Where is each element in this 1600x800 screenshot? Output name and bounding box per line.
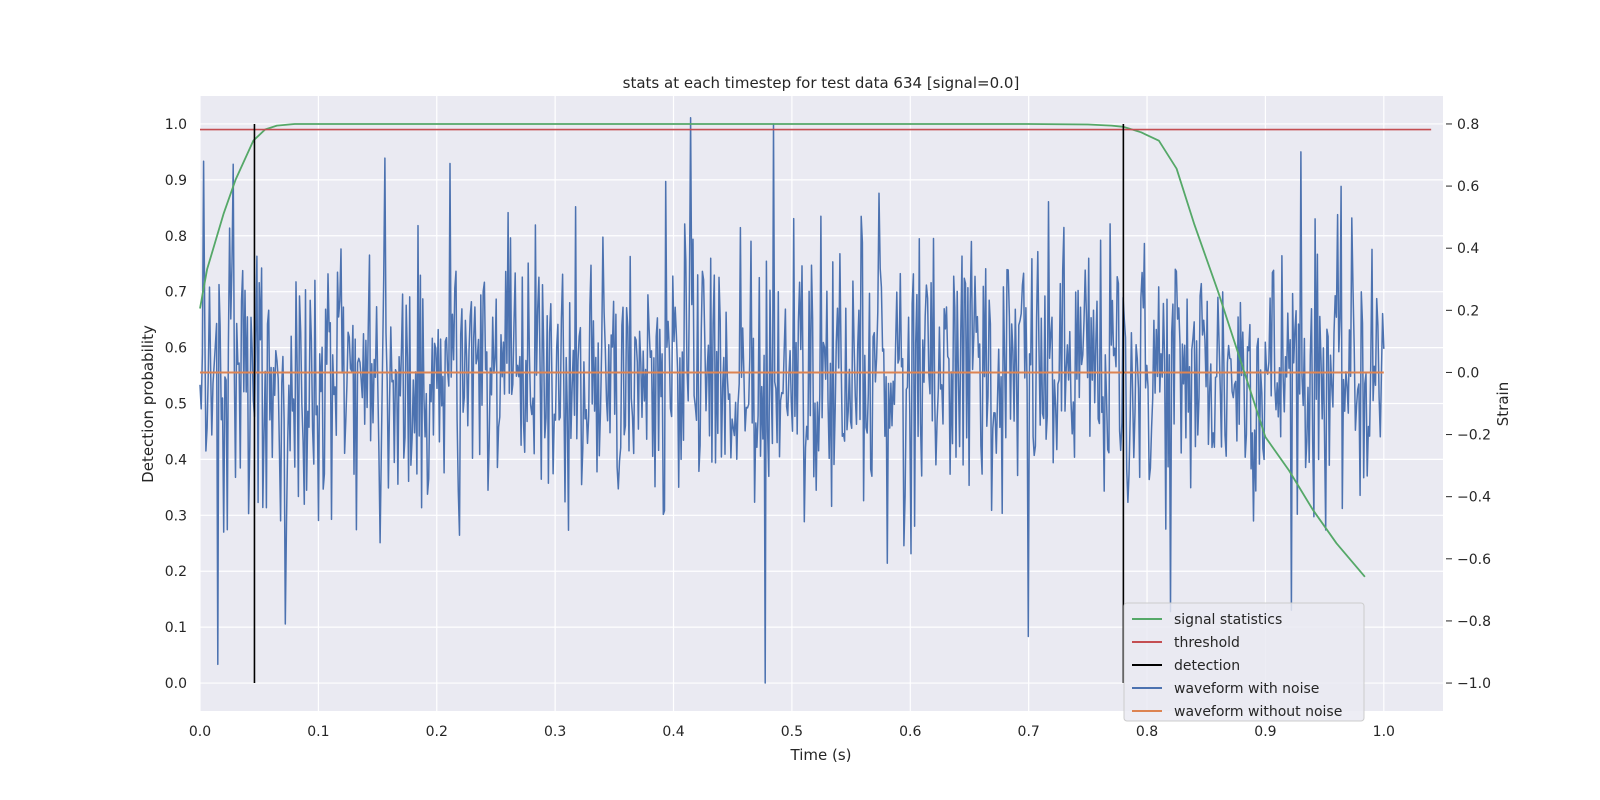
x-tick-label: 0.3: [544, 724, 566, 740]
x-axis-label: Time (s): [790, 746, 852, 764]
y-right-tick-label: 0.6: [1457, 179, 1479, 195]
y-axis-left: 0.0 0.1 0.2 0.3 0.4 0.5 0.6 0.7 0.8 0.9 1.0: [165, 117, 187, 692]
y-right-tick-label: 0.4: [1457, 241, 1479, 257]
x-tick-label: 0.1: [307, 724, 329, 740]
y-right-tick-label: −1.0: [1457, 676, 1491, 692]
y-right-tick-label: −0.4: [1457, 490, 1491, 506]
legend-label: waveform with noise: [1174, 681, 1319, 697]
x-axis: 0.0 0.1 0.2 0.3 0.4 0.5 0.6 0.7 0.8 0.9 1.0: [189, 724, 1395, 740]
y-axis-right-label: Strain: [1494, 382, 1512, 426]
legend-label: detection: [1174, 658, 1240, 674]
y-left-tick-label: 1.0: [165, 117, 187, 133]
y-left-tick-label: 0.3: [165, 508, 187, 524]
waveform-with-noise-line: [199, 116, 1385, 684]
y-right-tick-label: 0.2: [1457, 303, 1479, 319]
y-left-tick-label: 0.1: [165, 620, 187, 636]
y-right-tick-label: −0.6: [1457, 552, 1491, 568]
y-right-tick-label: 0.0: [1457, 365, 1479, 381]
y-left-tick-label: 0.9: [165, 173, 187, 189]
x-tick-label: 0.6: [899, 724, 921, 740]
x-tick-label: 1.0: [1373, 724, 1395, 740]
x-tick-label: 0.9: [1254, 724, 1276, 740]
y-right-tick-label: 0.8: [1457, 117, 1479, 133]
x-tick-label: 0.0: [189, 724, 211, 740]
x-tick-label: 0.4: [662, 724, 684, 740]
y-axis-right: −1.0 −0.8 −0.6 −0.4 −0.2 0.0 0.2 0.4 0.6 0.8: [1446, 117, 1491, 692]
x-tick-label: 0.7: [1018, 724, 1040, 740]
y-axis-left-label: Detection probability: [139, 325, 157, 483]
plot-area: [199, 116, 1432, 684]
y-right-tick-label: −0.8: [1457, 614, 1491, 630]
y-left-tick-label: 0.2: [165, 564, 187, 580]
x-tick-label: 0.2: [426, 724, 448, 740]
y-left-tick-label: 0.6: [165, 341, 187, 357]
x-tick-label: 0.5: [781, 724, 803, 740]
legend-label: signal statistics: [1174, 612, 1282, 628]
legend-box: [1123, 602, 1365, 722]
legend: signal statistics threshold detection wavef…: [1123, 602, 1365, 722]
legend-label: threshold: [1174, 635, 1240, 651]
y-right-tick-label: −0.2: [1457, 428, 1491, 444]
chart-title: stats at each timestep for test data 634…: [623, 74, 1020, 92]
legend-label: waveform without noise: [1174, 704, 1342, 720]
y-left-tick-label: 0.7: [165, 285, 187, 301]
x-tick-label: 0.8: [1136, 724, 1158, 740]
signal-statistics-line: [199, 123, 1366, 578]
y-left-tick-label: 0.4: [165, 452, 187, 468]
y-left-tick-label: 0.0: [165, 676, 187, 692]
y-left-tick-label: 0.5: [165, 397, 187, 413]
y-left-tick-label: 0.8: [165, 229, 187, 245]
